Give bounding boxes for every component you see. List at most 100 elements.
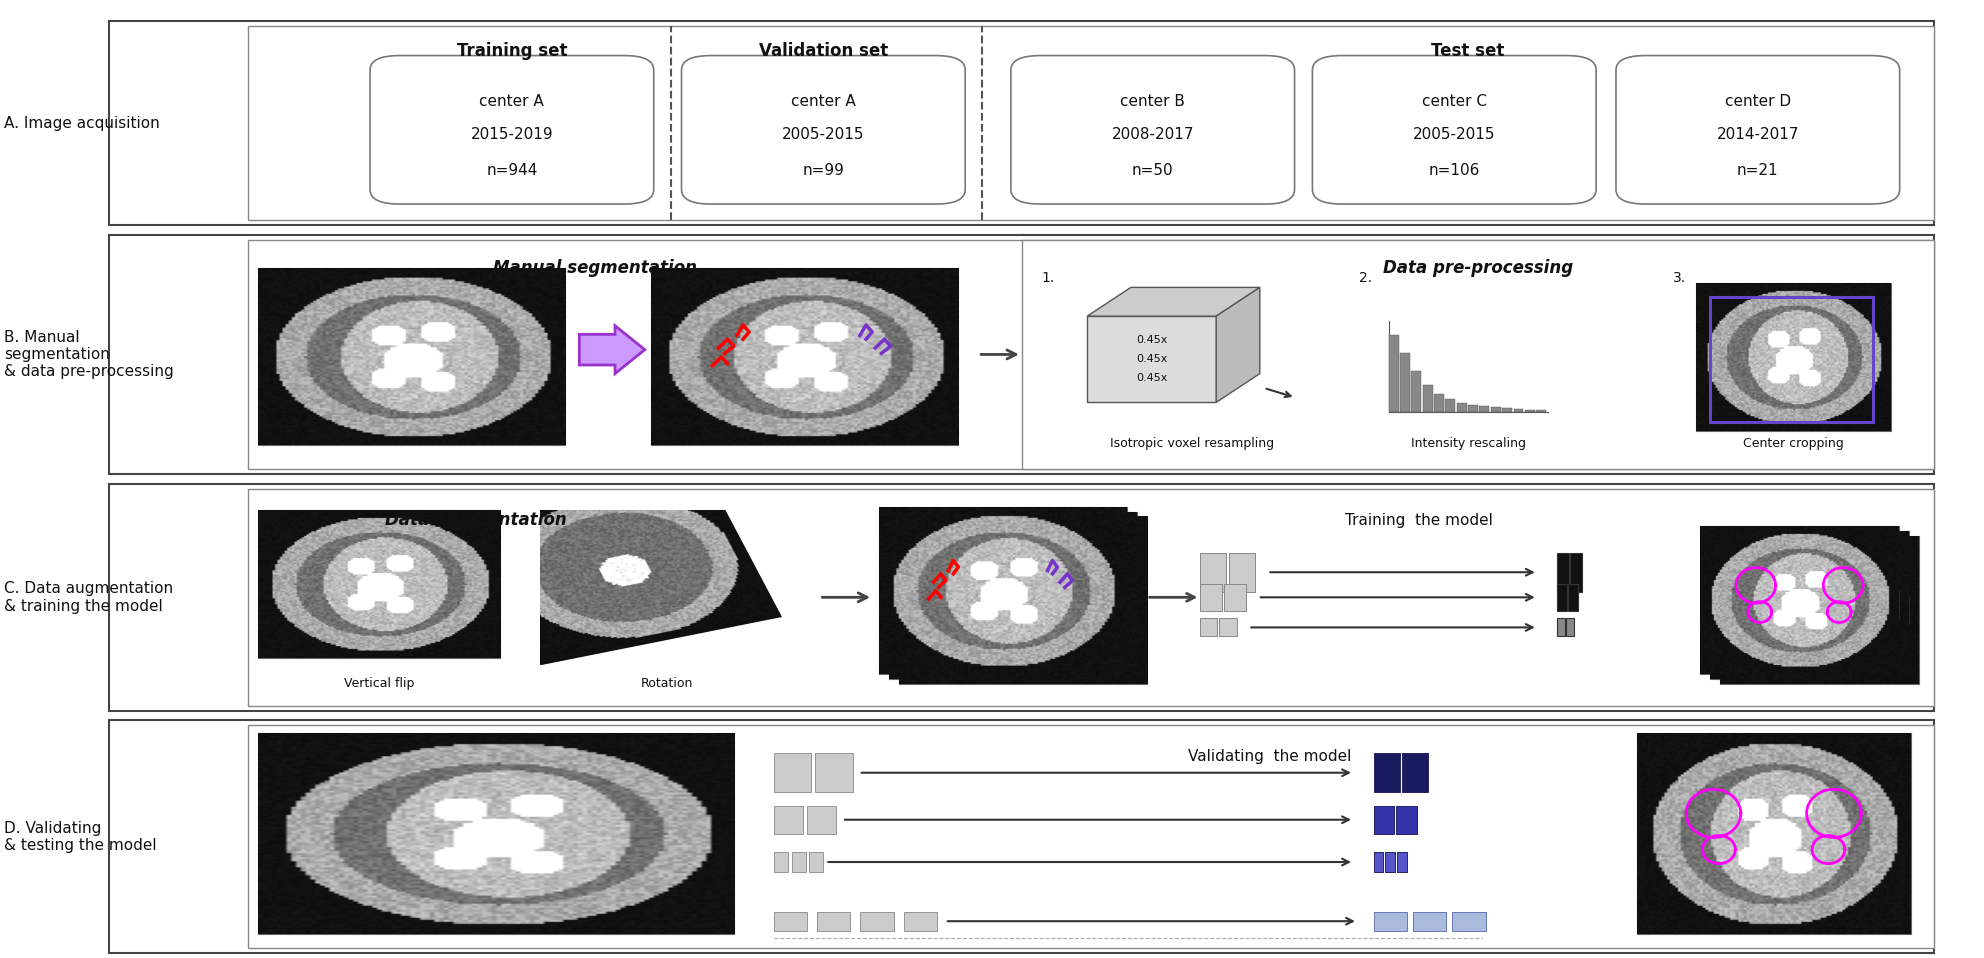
Bar (1401, 353, 1411, 412)
Bar (879, 507, 1127, 674)
Text: Intensity rescaling: Intensity rescaling (1411, 437, 1526, 450)
Bar (1700, 526, 1899, 674)
Polygon shape (1216, 287, 1260, 402)
Bar (1446, 399, 1456, 412)
Bar (774, 806, 804, 833)
Bar (1022, 240, 1934, 469)
Text: Validation set: Validation set (758, 42, 889, 60)
Text: 0.45x: 0.45x (1137, 354, 1167, 364)
Bar (1423, 384, 1432, 412)
Text: 1.: 1. (1042, 271, 1055, 285)
Bar (1452, 912, 1486, 931)
Bar (807, 806, 835, 833)
Bar (774, 853, 788, 872)
Bar (1710, 297, 1873, 422)
Text: center D: center D (1724, 94, 1792, 108)
Text: 2005-2015: 2005-2015 (782, 127, 865, 142)
Bar (1557, 583, 1567, 611)
Text: Data augmentation: Data augmentation (385, 511, 567, 529)
Bar (258, 510, 500, 658)
Bar (1468, 404, 1478, 412)
Text: 2015-2019: 2015-2019 (470, 127, 554, 142)
Text: Validating  the model: Validating the model (1188, 749, 1351, 764)
FancyBboxPatch shape (1313, 56, 1595, 204)
FancyBboxPatch shape (681, 56, 964, 204)
Bar (1411, 371, 1421, 412)
Bar (1536, 410, 1546, 412)
Polygon shape (1087, 287, 1260, 316)
Bar (109, 21, 1934, 225)
Bar (248, 725, 1934, 948)
Text: center A: center A (480, 94, 544, 108)
Bar (1220, 619, 1236, 636)
Bar (651, 268, 958, 445)
Bar (1389, 321, 1548, 412)
Bar (1557, 619, 1565, 636)
Bar (1087, 316, 1216, 402)
Bar (258, 733, 734, 934)
Bar (1403, 754, 1428, 792)
Bar (899, 516, 1147, 684)
Text: C. Data augmentation
& training the model: C. Data augmentation & training the mode… (4, 582, 173, 613)
Text: Vertical flip: Vertical flip (343, 676, 415, 690)
Text: n=21: n=21 (1738, 163, 1778, 177)
FancyBboxPatch shape (1615, 56, 1901, 204)
Bar (1720, 536, 1919, 684)
Bar (1200, 553, 1226, 592)
Bar (903, 912, 936, 931)
Bar (809, 853, 823, 872)
Text: 0.45x: 0.45x (1137, 335, 1167, 345)
Bar (1696, 283, 1891, 431)
Bar (774, 912, 807, 931)
Bar (889, 512, 1137, 679)
Text: center C: center C (1423, 94, 1486, 108)
Bar (1567, 583, 1577, 611)
Bar (1373, 806, 1395, 833)
Bar (1373, 754, 1401, 792)
Text: 2014-2017: 2014-2017 (1716, 127, 1799, 142)
Text: 2.: 2. (1359, 271, 1373, 285)
Bar (248, 489, 1934, 706)
Bar (1456, 402, 1466, 412)
Text: center B: center B (1121, 94, 1184, 108)
Text: 2008-2017: 2008-2017 (1111, 127, 1194, 142)
Bar (1200, 619, 1218, 636)
FancyBboxPatch shape (369, 56, 655, 204)
Bar (815, 754, 853, 792)
Bar (109, 235, 1934, 474)
Text: n=99: n=99 (802, 163, 845, 177)
Bar (1557, 553, 1569, 592)
Bar (817, 912, 851, 931)
Bar (774, 754, 811, 792)
FancyArrow shape (579, 326, 645, 374)
Text: n=50: n=50 (1133, 163, 1173, 177)
Bar (109, 484, 1934, 711)
Bar (1397, 853, 1407, 872)
Bar (1397, 806, 1417, 833)
Bar (1413, 912, 1446, 931)
Bar (1373, 912, 1407, 931)
Bar (1224, 583, 1246, 611)
Bar (1385, 853, 1395, 872)
Text: Center cropping: Center cropping (1744, 437, 1843, 450)
Bar (1389, 334, 1399, 412)
Text: Data pre-processing: Data pre-processing (1383, 259, 1573, 277)
Bar (1480, 406, 1490, 412)
Bar (1502, 408, 1512, 412)
Text: Training  the model: Training the model (1345, 513, 1492, 528)
Text: A. Image acquisition: A. Image acquisition (4, 116, 161, 130)
Text: Rotation: Rotation (641, 676, 692, 690)
Text: 3.: 3. (1673, 271, 1686, 285)
Text: B. Manual
segmentation
& data pre-processing: B. Manual segmentation & data pre-proces… (4, 330, 175, 379)
Bar (861, 912, 893, 931)
Bar (109, 720, 1934, 953)
Text: Test set: Test set (1432, 42, 1504, 60)
Text: n=944: n=944 (486, 163, 538, 177)
Text: 0.45x: 0.45x (1137, 374, 1167, 383)
Text: 2005-2015: 2005-2015 (1413, 127, 1496, 142)
Bar (248, 240, 1934, 469)
Bar (792, 853, 806, 872)
FancyBboxPatch shape (1010, 56, 1294, 204)
Text: Isotropic voxel resampling: Isotropic voxel resampling (1111, 437, 1274, 450)
Bar (1434, 394, 1444, 412)
